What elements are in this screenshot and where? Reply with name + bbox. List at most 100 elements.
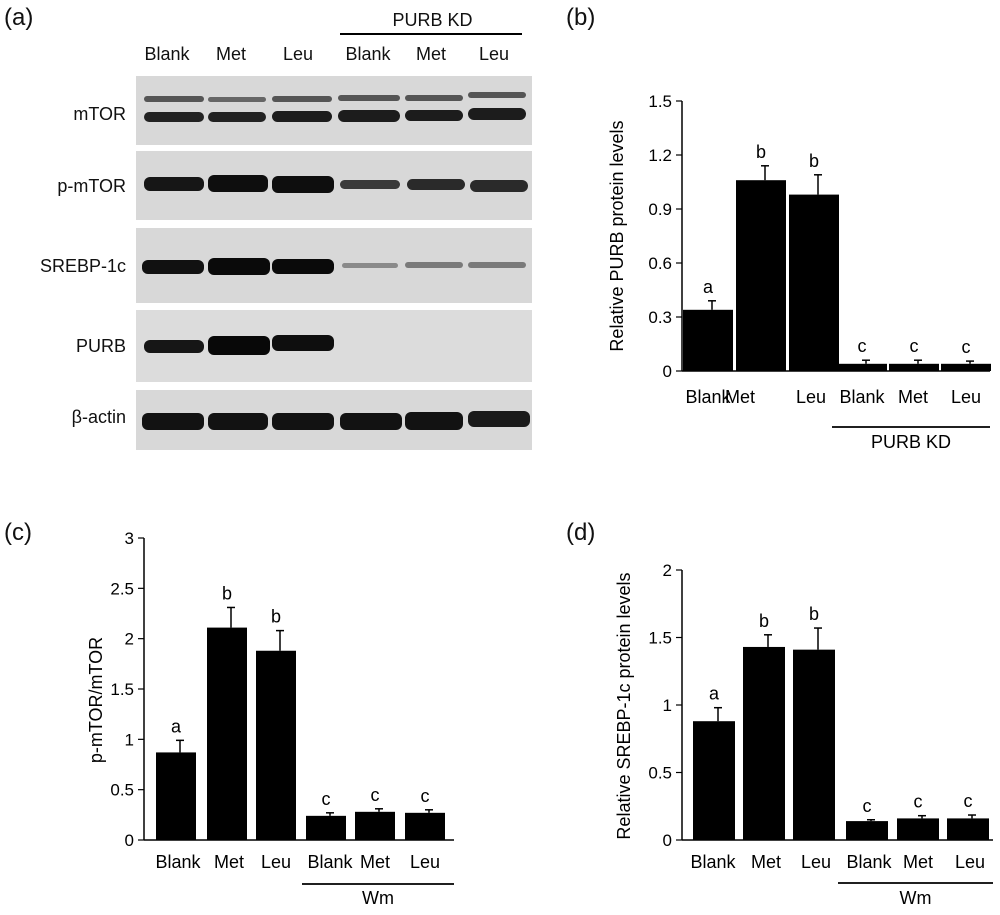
wb-col-label: Leu <box>282 44 314 64</box>
y-tick-label: 1.5 <box>110 680 134 699</box>
significance-letter: b <box>809 151 819 171</box>
bar <box>941 363 991 371</box>
blot-band <box>272 96 332 102</box>
significance-letter: c <box>962 337 971 357</box>
blot-band <box>340 413 402 430</box>
bar <box>889 363 939 371</box>
blot-band <box>340 180 400 189</box>
significance-letter: c <box>910 336 919 356</box>
x-tick-label: Leu <box>801 852 831 872</box>
bar <box>736 180 786 371</box>
x-tick-label: Leu <box>261 852 291 872</box>
blot-band <box>144 96 204 102</box>
wb-row-label: mTOR <box>73 104 126 124</box>
y-tick-label: 0 <box>663 362 672 381</box>
significance-letter: b <box>809 604 819 624</box>
y-tick-label: 0.5 <box>110 781 134 800</box>
bar <box>897 818 939 840</box>
y-tick-label: 2.5 <box>110 579 134 598</box>
blot-band <box>208 175 268 192</box>
y-tick-label: 1 <box>125 730 134 749</box>
x-tick-label: Met <box>898 387 928 407</box>
panel-label-a: (a) <box>4 4 34 31</box>
wb-col-label: Blank <box>345 44 391 64</box>
y-tick-label: 0 <box>663 831 672 850</box>
wb-row-label: SREBP-1c <box>39 256 126 276</box>
bar <box>846 821 888 840</box>
bar <box>789 194 839 371</box>
significance-letter: a <box>703 277 714 297</box>
blot-band <box>468 108 526 120</box>
group-label: Wm <box>900 888 932 908</box>
blot-band <box>144 340 204 353</box>
x-tick-label: Met <box>360 852 390 872</box>
blot-band <box>405 110 463 121</box>
bar <box>306 815 346 840</box>
y-axis-label: p-mTOR/mTOR <box>86 637 106 763</box>
bar <box>405 812 445 840</box>
group-label: PURB KD <box>871 432 951 452</box>
blot-band <box>407 179 465 190</box>
y-tick-label: 1.5 <box>648 629 672 648</box>
y-axis-label: Relative SREBP-1c protein levels <box>614 572 634 839</box>
blot-band <box>272 413 334 430</box>
blot-band <box>208 336 270 355</box>
significance-letter: c <box>322 789 331 809</box>
x-tick-label: Met <box>725 387 755 407</box>
blot-band <box>470 180 528 192</box>
wb-row-label: PURB <box>75 336 126 356</box>
wb-row-label: p-mTOR <box>57 176 126 196</box>
significance-letter: c <box>371 785 380 805</box>
bar <box>693 721 735 840</box>
blot-band <box>272 259 334 274</box>
significance-letter: b <box>756 142 766 162</box>
significance-letter: c <box>421 786 430 806</box>
blot-band <box>405 412 463 430</box>
y-tick-label: 1.5 <box>648 92 672 111</box>
y-tick-label: 2 <box>125 630 134 649</box>
bar <box>947 818 989 840</box>
x-tick-label: Blank <box>839 387 885 407</box>
blot-band <box>272 176 334 193</box>
blot-strip-mtor <box>136 76 532 145</box>
wb-group-label: PURB KD <box>392 10 473 30</box>
group-label: Wm <box>362 888 394 908</box>
blot-band <box>208 97 266 102</box>
blot-band <box>405 262 463 268</box>
panel-label-b: (b) <box>566 4 596 31</box>
x-tick-label: Leu <box>951 387 981 407</box>
significance-letter: a <box>171 716 182 736</box>
blot-band <box>405 95 463 101</box>
bar <box>156 752 196 840</box>
y-tick-label: 0.5 <box>648 764 672 783</box>
y-tick-label: 0.6 <box>648 254 672 273</box>
bar <box>256 650 296 840</box>
significance-letter: b <box>759 611 769 631</box>
y-tick-label: 0 <box>125 831 134 850</box>
y-tick-label: 0.3 <box>648 308 672 327</box>
x-tick-label: Blank <box>690 852 736 872</box>
x-tick-label: Met <box>751 852 781 872</box>
blot-band <box>342 263 398 268</box>
bar <box>355 811 395 840</box>
panel-label-c: (c) <box>4 519 32 546</box>
wb-row-label: β-actin <box>71 407 126 427</box>
blot-band <box>468 92 526 98</box>
bar <box>207 627 247 840</box>
x-tick-label: Met <box>214 852 244 872</box>
y-tick-label: 3 <box>125 529 134 548</box>
wb-col-label: Leu <box>478 44 510 64</box>
significance-letter: c <box>863 796 872 816</box>
panel-label-d: (d) <box>566 519 596 546</box>
blot-band <box>144 177 204 191</box>
wb-col-label: Met <box>215 44 246 64</box>
x-tick-label: Leu <box>796 387 826 407</box>
y-tick-label: 0.9 <box>648 200 672 219</box>
y-tick-label: 1.2 <box>648 146 672 165</box>
wb-col-label: Met <box>415 44 446 64</box>
significance-letter: b <box>222 583 232 603</box>
x-tick-label: Blank <box>685 387 731 407</box>
blot-band <box>272 335 334 351</box>
significance-letter: c <box>858 336 867 356</box>
